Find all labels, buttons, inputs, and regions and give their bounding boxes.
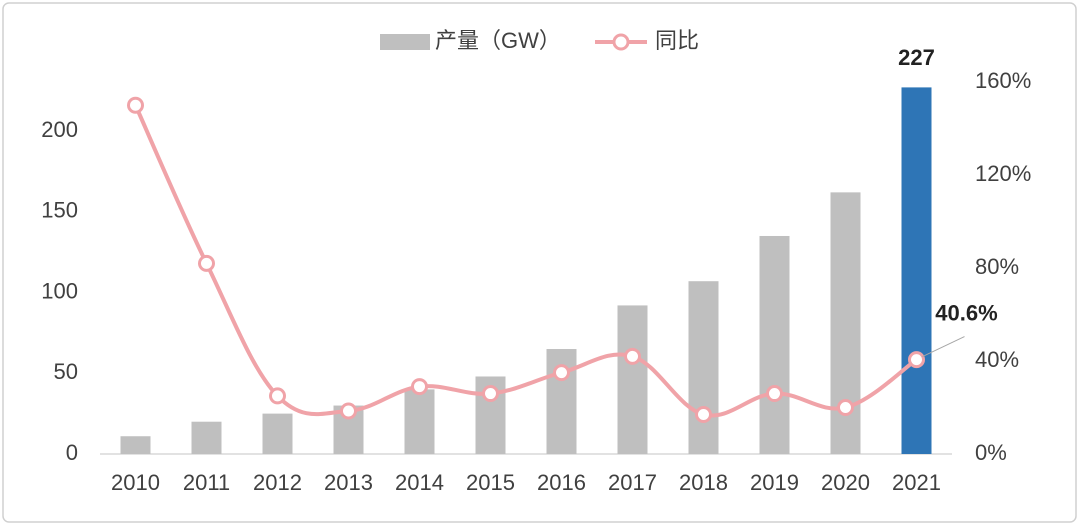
- y-tick-label: 0: [66, 440, 78, 465]
- x-tick-label: 2019: [750, 470, 799, 495]
- line-point: [198, 254, 215, 272]
- bar: [262, 413, 293, 454]
- bar: [617, 305, 648, 454]
- x-tick-label: 2017: [608, 470, 657, 495]
- legend-swatch: [380, 34, 430, 50]
- y2-tick-label: 120%: [975, 161, 1031, 186]
- bar: [759, 235, 790, 454]
- x-tick-label: 2020: [821, 470, 870, 495]
- legend-label: 同比: [655, 28, 699, 53]
- bar: [404, 389, 435, 454]
- x-tick-label: 2012: [253, 470, 302, 495]
- x-tick-label: 2016: [537, 470, 586, 495]
- line-point: [624, 347, 641, 365]
- label-leader: [922, 336, 965, 358]
- x-tick-label: 2013: [324, 470, 373, 495]
- line-point: [837, 399, 854, 416]
- line-point: [411, 378, 428, 396]
- y2-tick-label: 80%: [975, 254, 1019, 279]
- line-point: [553, 364, 570, 382]
- line-point: [269, 387, 286, 405]
- bar: [120, 436, 151, 454]
- y-tick-label: 200: [41, 117, 78, 142]
- line-point: [695, 405, 712, 423]
- line-point: [127, 96, 144, 114]
- y2-tick-label: 0%: [975, 440, 1007, 465]
- x-tick-label: 2010: [111, 470, 160, 495]
- y-tick-label: 150: [41, 198, 78, 223]
- bar: [191, 421, 222, 454]
- legend-swatch: [612, 33, 630, 51]
- y-tick-label: 100: [41, 278, 78, 303]
- bar: [901, 87, 932, 455]
- line-point: [908, 351, 925, 369]
- y-tick-label: 50: [54, 359, 78, 384]
- x-tick-label: 2014: [395, 470, 444, 495]
- line-value-label: 40.6%: [935, 300, 997, 325]
- x-tick-label: 2015: [466, 470, 515, 495]
- y2-tick-label: 160%: [975, 68, 1031, 93]
- line-point: [766, 385, 783, 403]
- x-tick-label: 2018: [679, 470, 728, 495]
- line-point: [482, 385, 499, 403]
- legend-label: 产量（GW）: [435, 28, 561, 53]
- x-tick-label: 2021: [892, 470, 941, 495]
- line-point: [340, 402, 357, 420]
- bar: [688, 281, 719, 454]
- y2-tick-label: 40%: [975, 347, 1019, 372]
- bar-value-label: 227: [898, 45, 935, 70]
- x-tick-label: 2011: [183, 470, 230, 495]
